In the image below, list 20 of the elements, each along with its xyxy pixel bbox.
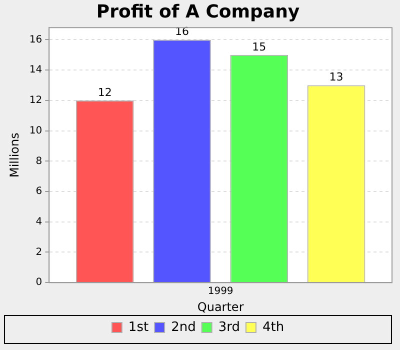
- chart-title: Profit of A Company: [96, 1, 300, 22]
- x-tick-label: 1999: [208, 286, 234, 298]
- legend-label: 4th: [262, 320, 284, 335]
- y-tick-label: 6: [36, 186, 42, 198]
- y-tick-label: 14: [29, 64, 42, 76]
- data-label: 12: [98, 86, 112, 99]
- y-tick-label: 0: [36, 277, 42, 288]
- data-label: 13: [329, 70, 344, 84]
- legend-label: 1st: [128, 320, 149, 335]
- y-tick-label: 10: [29, 125, 42, 136]
- y-tick-label: 16: [29, 34, 42, 46]
- data-label: 15: [252, 40, 266, 54]
- legend-label: 3rd: [218, 320, 240, 335]
- x-axis-title: Quarter: [197, 300, 244, 314]
- y-tick-label: 4: [36, 216, 42, 228]
- legend-label: 2nd: [171, 320, 196, 335]
- y-tick-label: 2: [36, 246, 42, 258]
- y-axis-title: Millions: [7, 132, 22, 178]
- y-tick-label: 12: [29, 95, 42, 106]
- y-tick-label: 8: [36, 156, 42, 167]
